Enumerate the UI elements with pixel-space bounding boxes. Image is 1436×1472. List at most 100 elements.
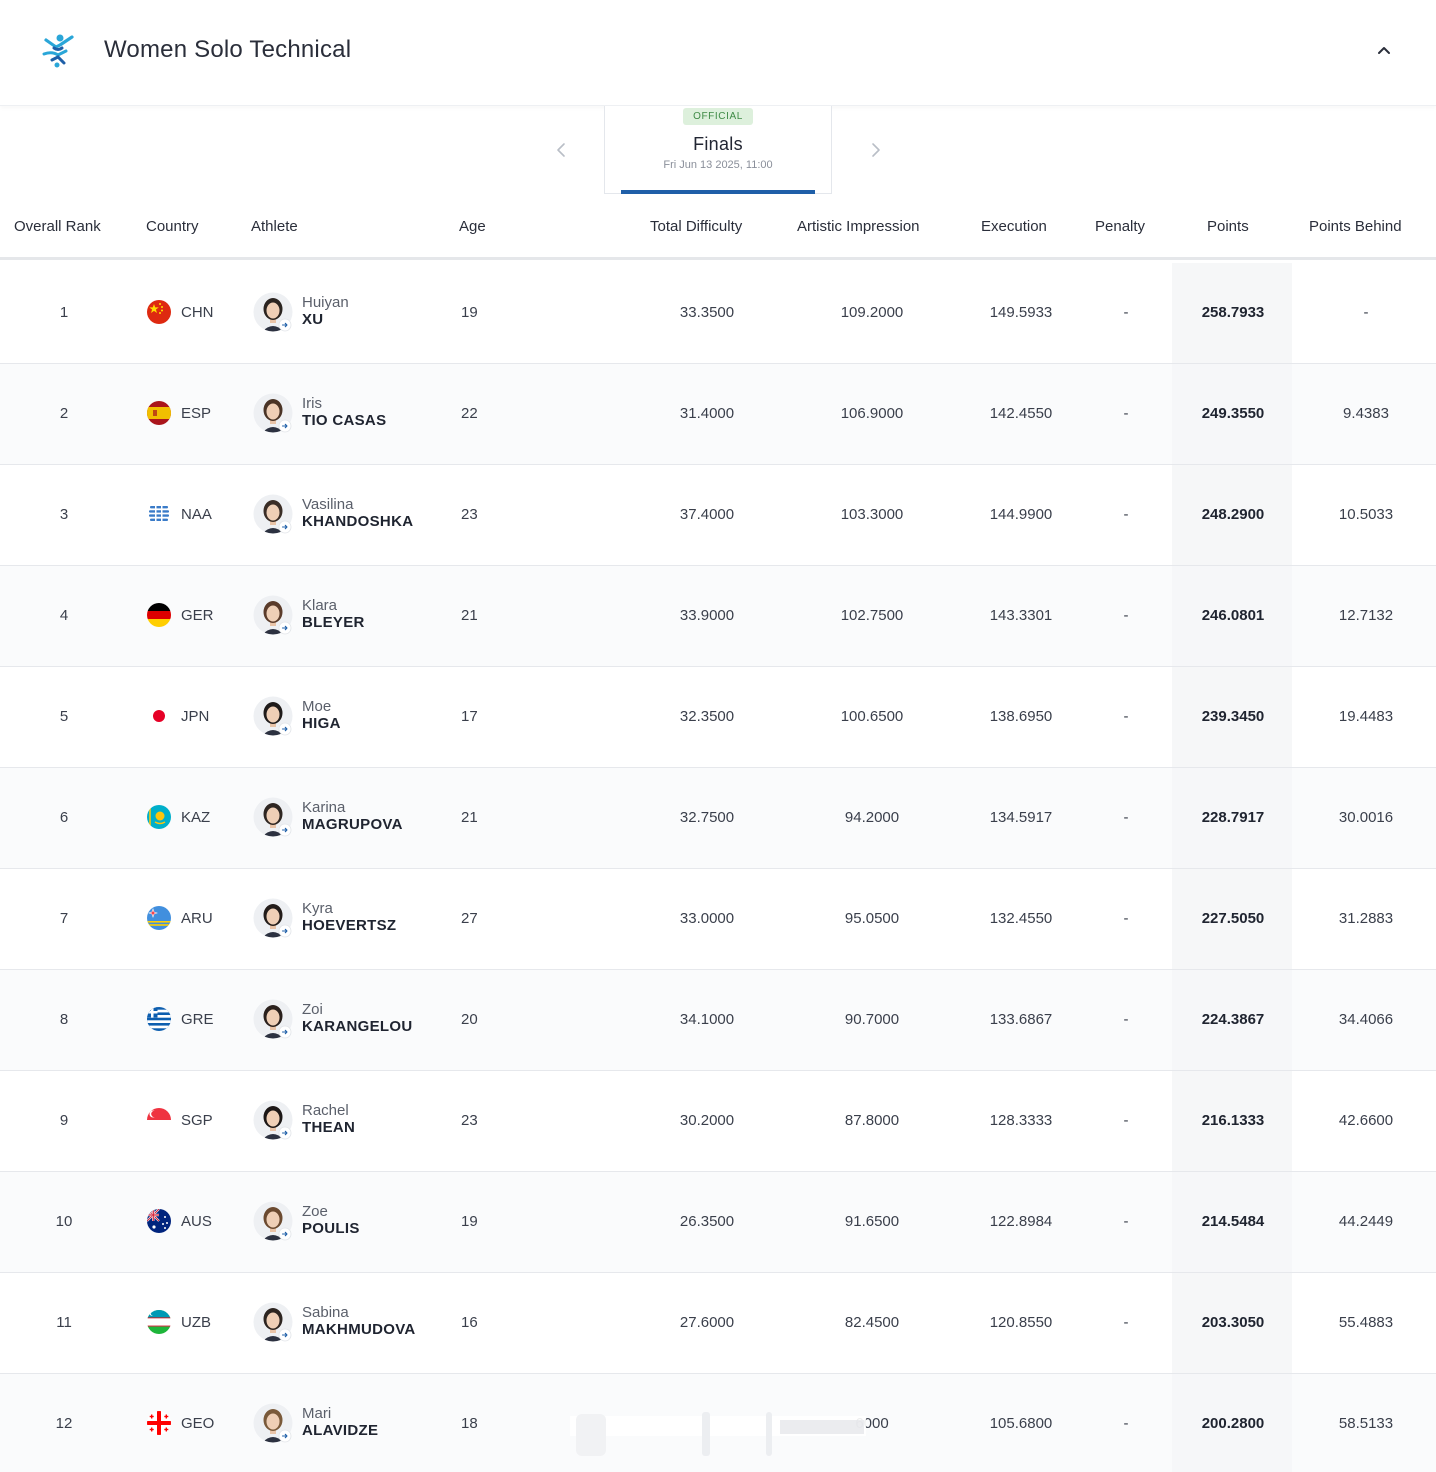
flag-icon [147,603,171,627]
athlete-first-name[interactable]: Iris [302,395,322,412]
chevron-up-icon[interactable] [1374,40,1394,60]
total-difficulty-cell: 30.2000 [679,1112,735,1129]
athlete-avatar[interactable] [253,393,293,433]
athlete-avatar[interactable] [253,1100,293,1140]
rank-cell: 9 [59,1112,69,1129]
table-row[interactable]: 7 ARU Kyra HOEVERTSZ 27 33.0000 95.0500 132.455… [0,869,1436,970]
table-row[interactable]: 8 GRE Zoi KARANGELOU 20 34.1000 90.7000 133.686… [0,970,1436,1071]
age-cell: 21 [461,809,478,826]
athlete-first-name[interactable]: Kyra [302,900,333,917]
athlete-last-name[interactable]: KHANDOSHKA [302,513,414,530]
flag-icon [147,401,171,425]
country-code: GER [181,607,214,624]
column-header-rank[interactable]: Overall Rank [14,218,101,235]
table-row[interactable]: 2 ESP Iris TIO CASAS 22 31.4000 106.9000 142.45… [0,364,1436,465]
table-row[interactable]: 5 JPN Moe HIGA 17 32.3500 100.6500 138.6950 - 239… [0,667,1436,768]
athlete-last-name[interactable]: THEAN [302,1119,356,1136]
athlete-first-name[interactable]: Rachel [302,1102,349,1119]
chevron-right-icon[interactable] [868,140,884,160]
table-row[interactable]: 11 UZB Sabina MAKHMUDOVA 16 27.6000 82.4500 120… [0,1273,1436,1374]
column-header-age[interactable]: Age [459,218,486,235]
table-row[interactable]: 10 AUS Zoe POULIS 19 26.3500 91.6500 122.8984 - 2… [0,1172,1436,1273]
athlete-last-name[interactable]: BLEYER [302,614,365,631]
athlete-avatar[interactable] [253,1302,293,1342]
athlete-first-name[interactable]: Zoi [302,1001,323,1018]
table-row[interactable]: 9 SGP Rachel THEAN 23 30.2000 87.8000 128.3333 -… [0,1071,1436,1172]
athlete-avatar[interactable] [253,494,293,534]
column-header-total-difficulty[interactable]: Total Difficulty [650,218,743,235]
column-header-penalty[interactable]: Penalty [1095,218,1146,235]
execution-cell: 144.9900 [989,506,1053,523]
age-cell: 19 [461,1213,478,1230]
official-badge: OFFICIAL [683,108,753,125]
country-code: UZB [181,1314,211,1331]
points-cell: 227.5050 [1201,910,1265,927]
rank-cell: 2 [59,405,69,422]
athlete-last-name[interactable]: TIO CASAS [302,412,387,429]
execution-cell: 134.5917 [989,809,1053,826]
total-difficulty-cell: 32.7500 [679,809,735,826]
athlete-last-name[interactable]: MAGRUPOVA [302,816,403,833]
athlete-first-name[interactable]: Huiyan [302,294,349,311]
table-row[interactable]: 4 GER Klara BLEYER 21 33.9000 102.7500 143.3301… [0,566,1436,667]
athlete-avatar[interactable] [253,1201,293,1241]
country-code: GEO [181,1415,215,1432]
results-table-body: 1 CHN Huiyan XU 19 33.3500 109.2000 149.5933-25… [0,263,1436,1472]
athlete-last-name[interactable]: KARANGELOU [302,1018,413,1035]
country-code: AUS [181,1213,212,1230]
execution-cell: 105.6800 [989,1415,1053,1432]
column-header-execution[interactable]: Execution [981,218,1047,235]
athlete-first-name[interactable]: Karina [302,799,346,816]
artistic-impression-cell: 94.2000 [844,809,900,826]
athlete-avatar[interactable] [253,696,293,736]
athlete-first-name[interactable]: Sabina [302,1304,349,1321]
total-difficulty-cell: 26.3500 [679,1213,735,1230]
artistic-impression-cell: 95.0500 [844,910,900,927]
artistic-impression-cell: 91.6500 [844,1213,900,1230]
athlete-avatar[interactable] [253,797,293,837]
points-cell: 214.5484 [1201,1213,1265,1230]
athlete-last-name[interactable]: HIGA [302,715,341,732]
artistic-impression-cell: 103.3000 [840,506,904,523]
athlete-first-name[interactable]: Klara [302,597,338,614]
table-row[interactable]: 6 KAZ Karina MAGRUPOVA 21 32.7500 94.2000 134.5… [0,768,1436,869]
column-header-points[interactable]: Points [1207,218,1249,235]
athlete-avatar[interactable] [253,898,293,938]
athlete-first-name[interactable]: Vasilina [302,496,354,513]
athlete-avatar[interactable] [253,595,293,635]
column-header-country[interactable]: Country [146,218,199,235]
athlete-last-name[interactable]: HOEVERTSZ [302,917,397,934]
age-cell: 16 [461,1314,478,1331]
athlete-avatar[interactable] [253,1403,293,1443]
age-cell: 27 [461,910,478,927]
rank-cell: 8 [59,1011,69,1028]
athlete-avatar[interactable] [253,292,293,332]
athlete-last-name[interactable]: ALAVIDZE [302,1422,379,1439]
execution-cell: 120.8550 [989,1314,1053,1331]
athlete-avatar[interactable] [253,999,293,1039]
athlete-last-name[interactable]: POULIS [302,1220,360,1237]
chevron-left-icon[interactable] [553,140,569,160]
active-tab-indicator [621,190,815,194]
column-header-artistic-impression[interactable]: Artistic Impression [797,218,920,235]
points-behind-cell: 30.0016 [1338,809,1394,826]
round-tab-finals[interactable]: OFFICIAL Finals Fri Jun 13 2025, 11:00 [604,106,832,194]
table-row[interactable]: 3 NAA Vasilina KHANDOSHKA 23 37.4000 103.3000 1… [0,465,1436,566]
column-header-athlete[interactable]: Athlete [251,218,298,235]
country-code: NAA [181,506,212,523]
athlete-first-name[interactable]: Mari [302,1405,332,1422]
flag-icon [147,1108,171,1132]
column-header-points-behind[interactable]: Points Behind [1309,218,1402,235]
table-row[interactable]: 1 CHN Huiyan XU 19 33.3500 109.2000 149.5933 - 25… [0,263,1436,364]
penalty-cell: - [1123,607,1129,624]
table-row[interactable]: 12 GEO Mari ALAVIDZE 18 6000 105.6800 - 200.2800… [0,1374,1436,1472]
flag-icon [147,704,171,728]
athlete-first-name[interactable]: Zoe [302,1203,328,1220]
athlete-first-name[interactable]: Moe [302,698,332,715]
flag-icon [147,1007,171,1031]
total-difficulty-cell: 32.3500 [679,708,735,725]
athlete-last-name[interactable]: XU [302,311,324,328]
penalty-cell: - [1123,304,1129,321]
penalty-cell: - [1123,708,1129,725]
athlete-last-name[interactable]: MAKHMUDOVA [302,1321,416,1338]
